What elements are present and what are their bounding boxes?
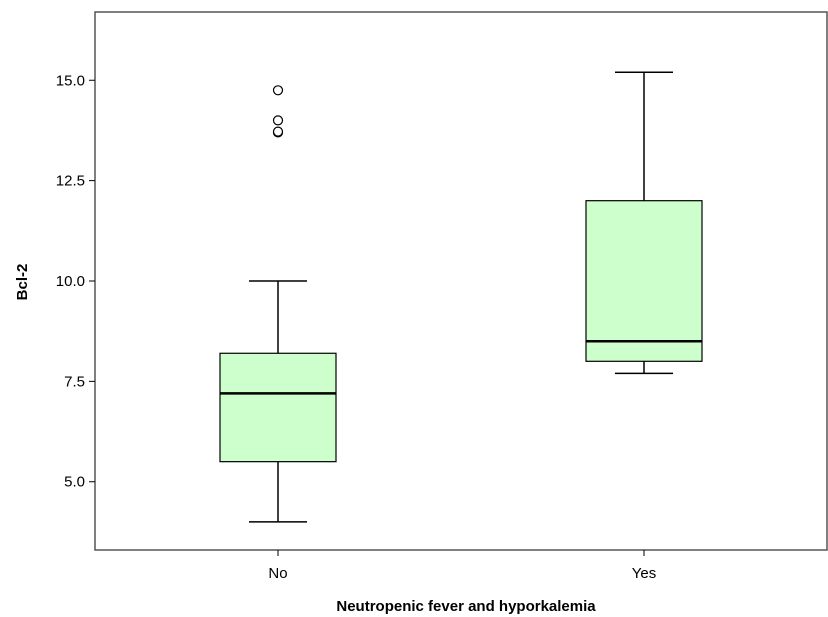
plot-frame xyxy=(94,11,828,551)
y-tick-label: 7.5 xyxy=(64,373,85,390)
x-axis-title: Neutropenic fever and hyporkalemia xyxy=(336,598,596,615)
box-yes xyxy=(585,200,703,362)
outlier-point-no xyxy=(272,85,284,96)
y-tick-label: 15.0 xyxy=(56,72,85,89)
outlier-point-no xyxy=(272,115,284,126)
y-axis-title: Bcl-2 xyxy=(14,264,31,301)
box-no xyxy=(219,352,337,463)
y-tick-label: 10.0 xyxy=(56,273,85,290)
outlier-point-no xyxy=(272,126,284,137)
x-tick-label-no: No xyxy=(268,565,287,582)
x-tick-label-yes: Yes xyxy=(632,565,656,582)
y-tick-label: 12.5 xyxy=(56,173,85,190)
y-tick-label: 5.0 xyxy=(64,474,85,491)
plot-layer: 5.0 7.5 10.0 12.5 15.0 No Yes xyxy=(56,11,828,582)
